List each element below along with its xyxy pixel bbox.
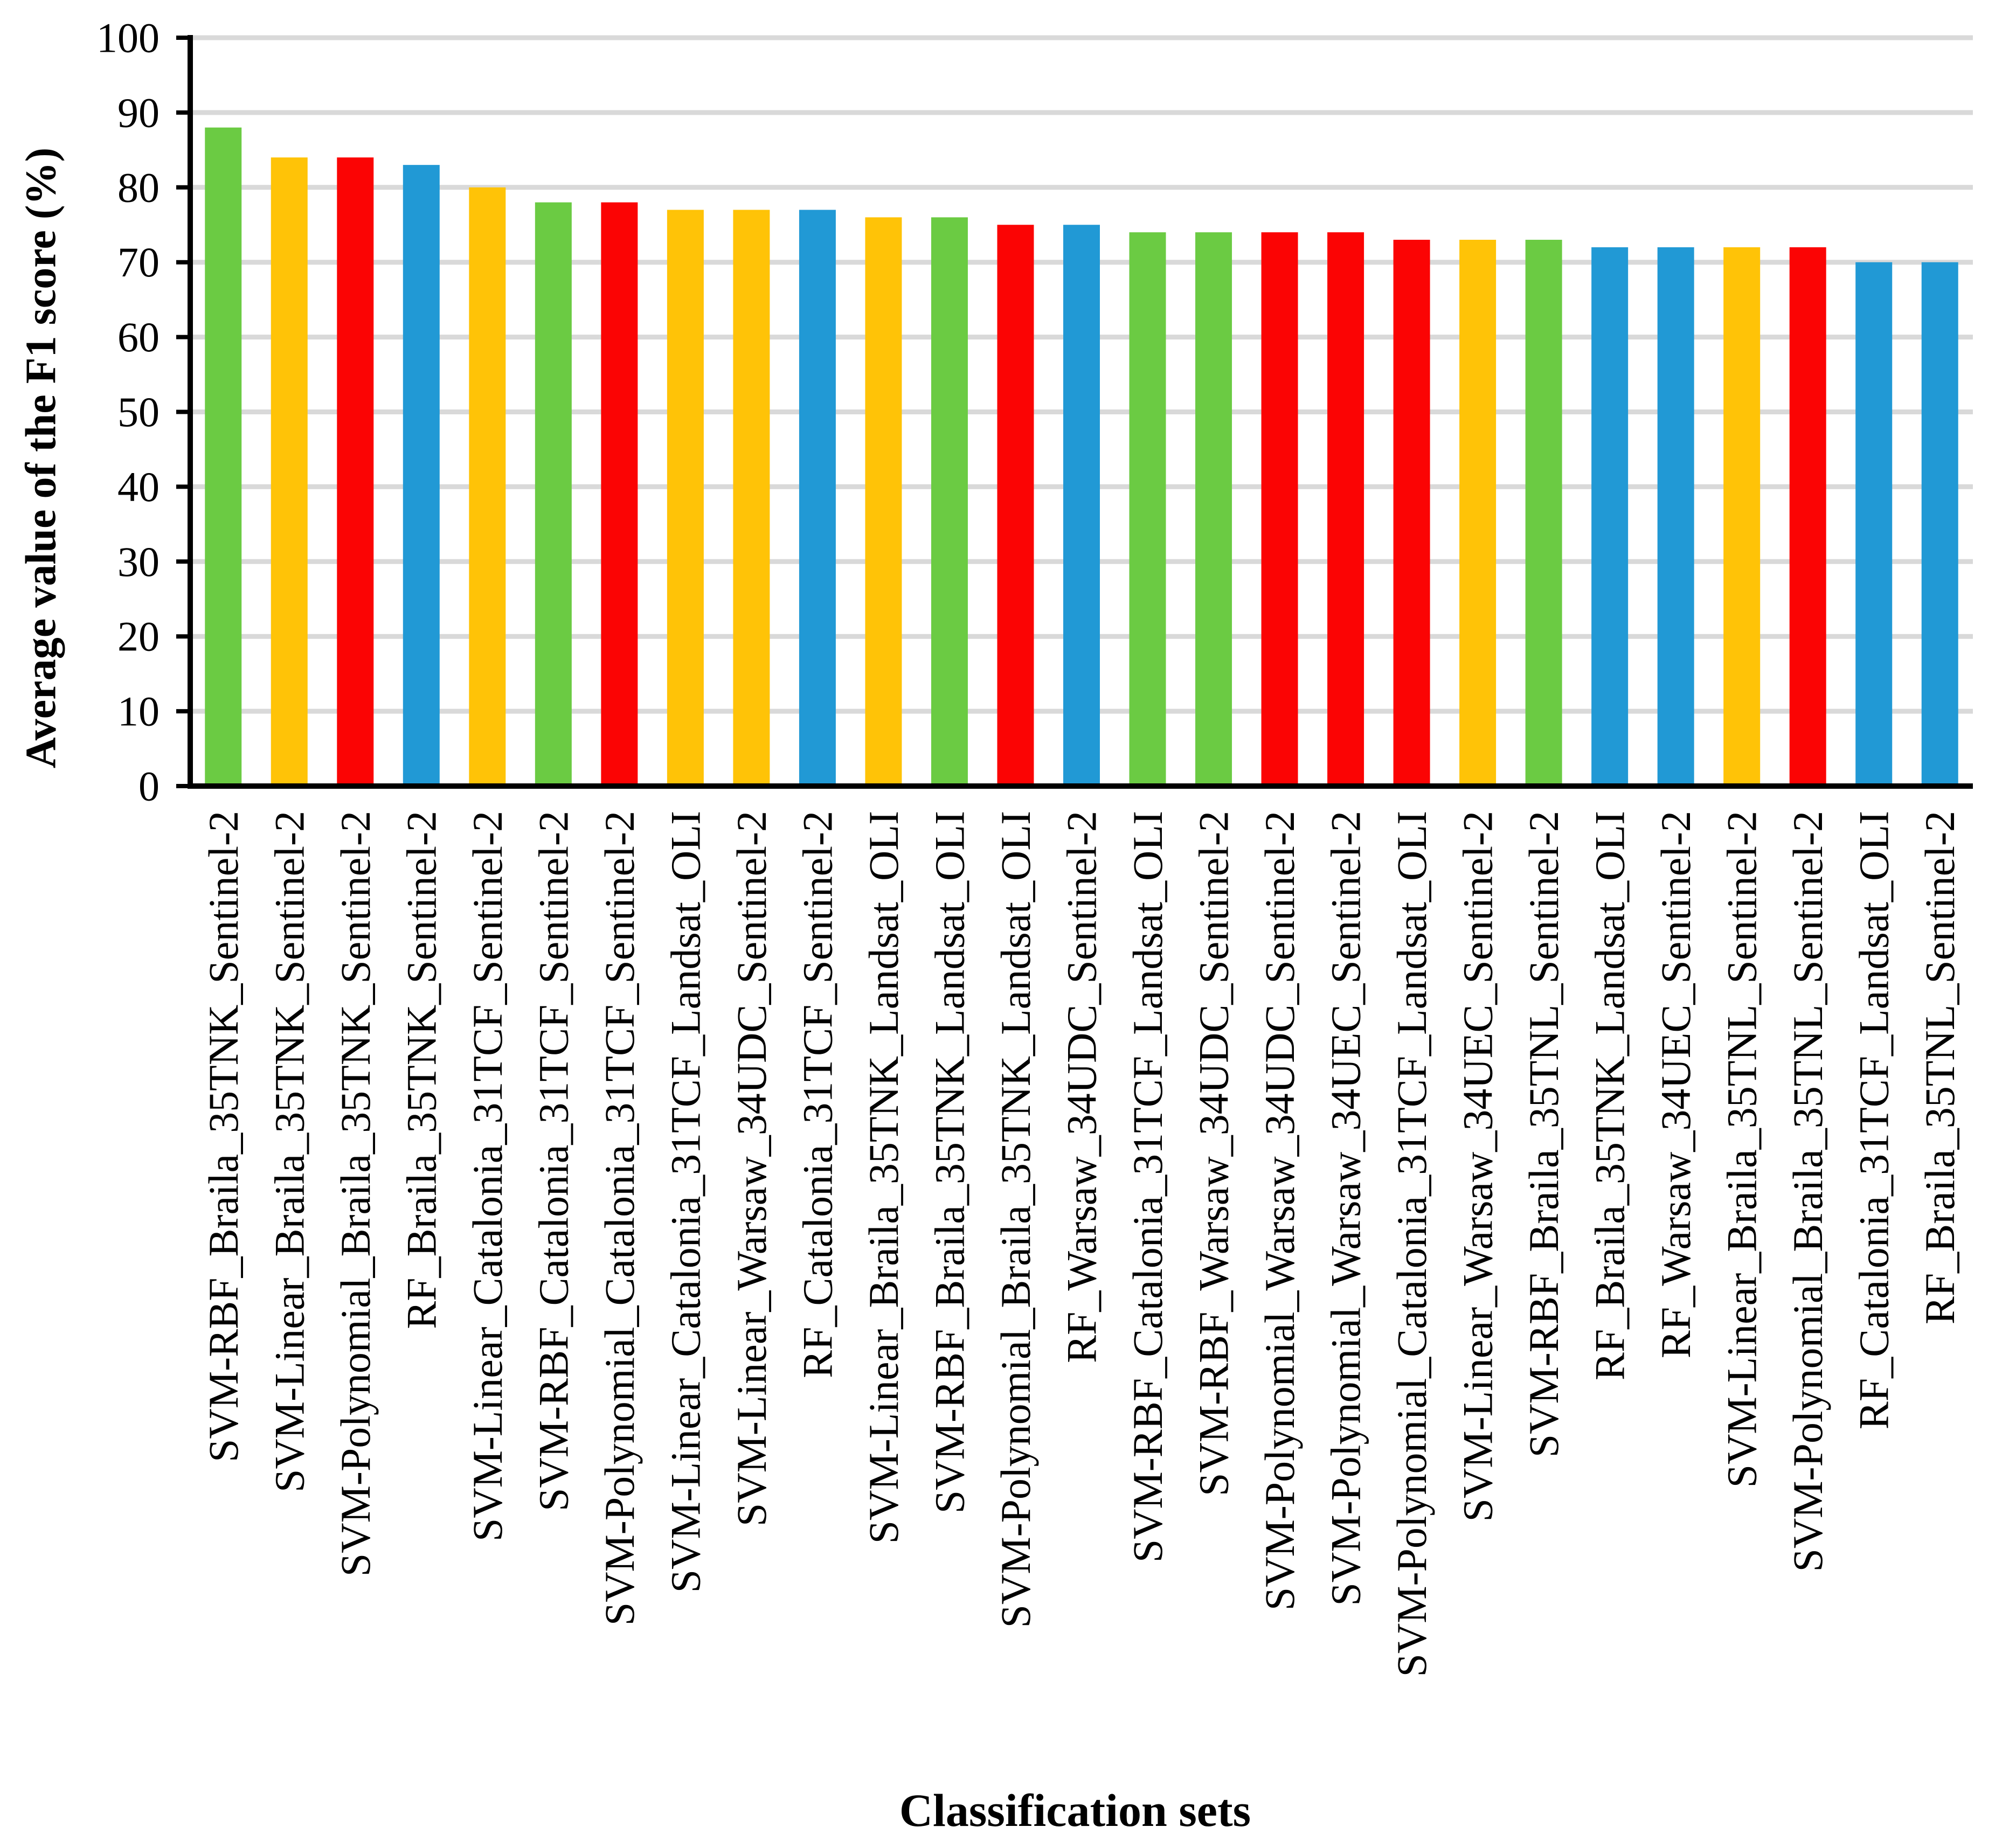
x-category-label: SVM-RBF_Catalonia_31TCF_Sentinel-2 [530,811,577,1511]
y-tick-label: 40 [117,463,160,510]
bar [337,157,374,786]
x-category-label: SVM-Linear_Warsaw_34UDC_Sentinel-2 [728,811,775,1526]
x-category-label: SVM-Polynomial_Warsaw_34UDC_Sentinel-2 [1256,811,1303,1610]
bar [403,165,440,786]
y-tick-label: 30 [117,538,160,585]
bar [1591,247,1629,786]
bar [1525,240,1562,786]
x-category-label: RF_Braila_35TNL_Sentinel-2 [1916,811,1963,1324]
bar [733,210,770,787]
x-category-label: SVM-Polynomial_Warsaw_34UEC_Sentinel-2 [1322,811,1369,1606]
bar [205,127,242,787]
x-category-label: SVM-RBF_Catalonia_31TCF_Landsat_OLI [1124,811,1171,1562]
bar [1723,247,1761,786]
y-tick-label: 20 [117,613,160,660]
x-category-label: RF_Warsaw_34UDC_Sentinel-2 [1058,811,1105,1363]
x-category-label: SVM-RBF_Braila_35TNK_Sentinel-2 [200,811,247,1462]
bar [1459,240,1497,786]
x-category-label: SVM-Polynomial_Catalonia_31TCF_Sentinel-… [596,811,643,1625]
x-category-label: SVM-Linear_Braila_35TNK_Sentinel-2 [266,811,313,1492]
x-category-label: RF_Braila_35TNK_Landsat_OLI [1587,811,1633,1380]
bar [535,202,572,787]
x-axis-title: Classification sets [899,1784,1251,1836]
x-category-label: SVM-Polynomial_Braila_35TNL_Sentinel-2 [1784,811,1831,1572]
y-tick-label: 70 [117,239,160,286]
x-category-label: RF_Catalonia_31TCF_Sentinel-2 [794,811,841,1378]
x-category-label: SVM-Linear_Braila_35TNL_Sentinel-2 [1719,811,1765,1488]
bar [1855,262,1893,786]
y-tick-label: 100 [96,15,160,61]
bar [271,157,308,786]
y-axis-title: Average value of the F1 score (%) [17,147,65,769]
bar [1129,232,1166,786]
bar [1921,262,1958,786]
y-tick-label: 10 [117,688,160,735]
bar [1261,232,1298,786]
bar [667,210,704,787]
bar [1657,247,1694,786]
bar [469,187,506,786]
x-category-label: SVM-Polynomial_Braila_35TNK_Sentinel-2 [332,811,379,1576]
x-category-label: SVM-Linear_Catalonia_31TCF_Landsat_OLI [662,811,709,1593]
y-tick-label: 90 [117,89,160,136]
x-category-label: SVM-Polynomial_Braila_35TNK_Landsat_OLI [992,811,1039,1628]
y-tick-label: 60 [117,314,160,360]
x-category-label: SVM-Linear_Braila_35TNK_Landsat_OLI [860,811,907,1544]
bar [1789,247,1826,786]
x-category-label: SVM-RBF_Warsaw_34UDC_Sentinel-2 [1190,811,1237,1496]
bar [1393,240,1430,786]
x-category-label: SVM-Linear_Catalonia_31TCF_Sentinel-2 [464,811,511,1541]
x-category-label: SVM-Polynomial_Catalonia_31TCF_Landsat_O… [1388,811,1435,1677]
y-tick-label: 0 [138,763,160,810]
bar [601,202,638,787]
y-tick-label: 50 [117,388,160,435]
bar [931,217,968,786]
bar [1327,232,1364,786]
x-category-label: SVM-RBF_Braila_35TNK_Landsat_OLI [926,811,973,1513]
x-category-label: SVM-Linear_Warsaw_34UEC_Sentinel-2 [1454,811,1501,1522]
x-category-label: RF_Warsaw_34UEC_Sentinel-2 [1652,811,1699,1358]
y-tick-label: 80 [117,164,160,211]
bar [1063,225,1100,786]
bar [1195,232,1232,786]
x-category-label: RF_Catalonia_31TCF_Landsat_OLI [1851,811,1897,1429]
bar [997,225,1034,786]
x-category-label: RF_Braila_35TNK_Sentinel-2 [398,811,445,1329]
x-category-label: SVM-RBF_Braila_35TNL_Sentinel-2 [1520,811,1567,1457]
bar [799,210,836,787]
bar [865,217,902,786]
